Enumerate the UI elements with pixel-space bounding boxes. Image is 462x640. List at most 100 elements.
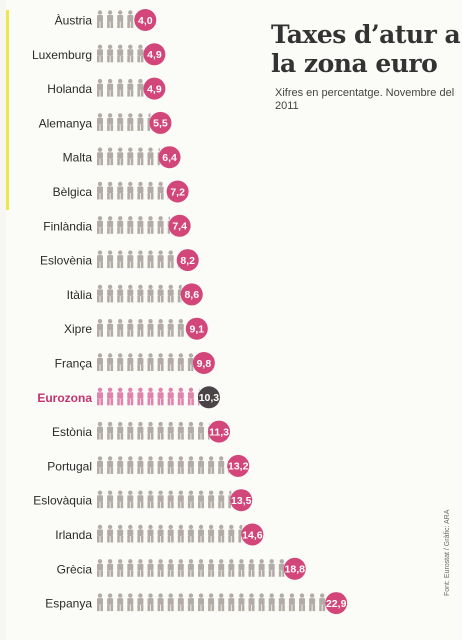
value-badge — [149, 111, 172, 134]
person-figure — [97, 147, 103, 166]
person-figure — [127, 44, 134, 63]
person-figure — [167, 387, 174, 406]
person-figure — [268, 559, 275, 577]
person-figure — [137, 78, 144, 97]
person-figure — [127, 353, 134, 371]
person-figure — [187, 353, 194, 371]
person-figure — [97, 490, 103, 509]
category-label: Estònia — [52, 425, 92, 439]
person-figure — [127, 387, 134, 406]
value-label: 4,0 — [138, 15, 153, 27]
person-figure — [177, 456, 184, 474]
person-figure — [248, 559, 255, 577]
value-label: 7,4 — [172, 221, 187, 233]
left-rule — [6, 10, 9, 210]
person-figure — [167, 456, 174, 474]
source-note: Font: Eurostat / Gràfic: ARA — [444, 509, 451, 596]
chart-row: Xipre 9,1 — [64, 317, 208, 340]
chart-row: Portugal 13,2 — [47, 454, 250, 477]
person-figure — [117, 456, 124, 474]
category-label: Eslovàquia — [33, 494, 92, 508]
person-figure — [147, 250, 154, 269]
chart-row: Alemanya 5,5 — [39, 111, 172, 134]
person-figure — [187, 387, 194, 406]
person-figure — [97, 353, 103, 371]
person-figure — [107, 559, 114, 577]
person-figure — [198, 524, 204, 543]
person-figure — [157, 524, 164, 543]
chart-row: Eslovènia 8,2 — [40, 249, 199, 272]
person-figure — [167, 421, 174, 440]
person-figure — [107, 147, 114, 166]
person-figure — [117, 250, 124, 269]
person-figure — [167, 593, 174, 612]
person-figure — [127, 524, 134, 543]
person-figure — [147, 593, 154, 612]
person-figure — [107, 319, 114, 337]
person-figure — [137, 421, 144, 440]
person-figure — [177, 353, 184, 371]
person-figure — [177, 524, 184, 543]
chart-row: Itàlia 8,6 — [67, 283, 203, 306]
person-figure — [107, 456, 114, 474]
value-label: 9,1 — [190, 324, 205, 336]
person-figure — [137, 456, 144, 474]
person-figure — [218, 559, 225, 577]
person-figure — [167, 524, 174, 543]
person-figure — [157, 250, 164, 269]
chart-row: Grècia 18,8 — [57, 557, 306, 580]
value-label: 8,6 — [184, 289, 199, 301]
person-figure — [107, 284, 114, 303]
value-badge — [143, 43, 166, 66]
category-label: Àustria — [55, 13, 93, 28]
person-figure — [117, 490, 124, 509]
person-figure — [137, 147, 144, 166]
value-label: 5,5 — [153, 118, 168, 130]
value-label: 9,8 — [197, 358, 212, 370]
person-figure — [278, 593, 285, 612]
person-figure — [147, 524, 154, 543]
person-figure — [137, 524, 144, 543]
person-figure — [157, 181, 164, 200]
person-figure — [228, 593, 235, 612]
person-figure — [208, 524, 215, 543]
value-label: 6,4 — [162, 152, 177, 164]
person-figure — [198, 559, 204, 577]
person-figure — [208, 490, 215, 509]
person-figure — [147, 284, 154, 303]
person-figure — [187, 490, 194, 509]
person-figure — [238, 524, 243, 543]
value-badge — [168, 214, 191, 237]
person-figure — [127, 181, 134, 200]
person-figure — [137, 284, 144, 303]
person-figure — [187, 456, 194, 474]
person-figure — [228, 524, 235, 543]
person-figure — [127, 319, 134, 337]
person-figure — [117, 44, 124, 63]
person-figure — [157, 593, 164, 612]
value-label: 4,9 — [147, 49, 162, 61]
category-label: Espanya — [45, 597, 92, 611]
chart-row: Finlàndia 7,4 — [43, 214, 191, 237]
person-figure — [97, 216, 103, 234]
person-figure — [208, 456, 215, 474]
category-label: Bèlgica — [53, 185, 93, 199]
person-figure — [208, 559, 215, 577]
person-figure — [117, 10, 124, 28]
person-figure — [127, 593, 134, 612]
person-figure — [147, 559, 154, 577]
chart-row: Holanda 4,9 — [47, 77, 166, 100]
value-badge — [185, 317, 208, 340]
person-figure — [117, 387, 124, 406]
person-figure — [117, 147, 124, 166]
person-figure — [107, 113, 114, 131]
person-figure — [127, 559, 134, 577]
chart-row: Eslovàquia 13,5 — [33, 489, 253, 512]
person-figure — [198, 490, 204, 509]
person-figure — [147, 147, 154, 166]
person-figure — [117, 593, 124, 612]
person-figure — [187, 559, 194, 577]
person-figure — [218, 490, 225, 509]
person-figure — [137, 593, 144, 612]
person-figure — [157, 216, 164, 234]
